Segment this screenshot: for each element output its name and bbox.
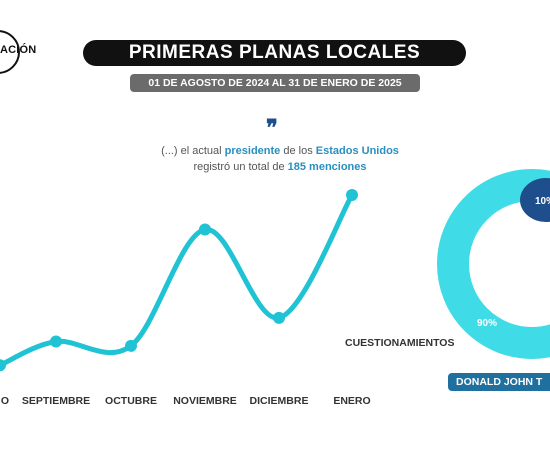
- donut-category-label: CUESTIONAMIENTOS: [345, 337, 455, 349]
- quote-part-1: (...) el actual: [161, 145, 225, 157]
- x-tick-label-septiembre: SEPTIEMBRE: [21, 395, 91, 407]
- quote-part-3: registró un total de: [193, 161, 288, 173]
- data-point-septiembre: [50, 335, 62, 348]
- data-point-enero: [346, 189, 358, 201]
- donut-slice-10: [520, 178, 550, 222]
- person-name-badge: DONALD JOHN T: [448, 373, 550, 391]
- date-range-subtitle: 01 DE AGOSTO DE 2024 AL 31 DE ENERO DE 2…: [130, 74, 420, 92]
- quote-highlight-president: presidente: [224, 145, 281, 157]
- data-point-diciembre: [273, 311, 285, 324]
- quote-part-2: de los: [280, 145, 316, 157]
- quote-highlight-mentions: 185 menciones: [287, 161, 367, 173]
- logo-text: ACIÓN: [0, 44, 37, 56]
- quote-text: (...) el actual presidente de los Estado…: [120, 143, 440, 175]
- x-tick-label-diciembre: DICIEMBRE: [249, 395, 309, 407]
- donut-label-90: 90%: [477, 318, 497, 329]
- quote-highlight-country: Estados Unidos: [315, 145, 399, 157]
- donut-label-10: 10%: [535, 196, 550, 207]
- x-tick-label-agosto: O: [0, 395, 10, 407]
- page-title: PRIMERAS PLANAS LOCALES: [83, 40, 466, 66]
- data-point-noviembre: [199, 223, 211, 236]
- x-tick-label-noviembre: NOVIEMBRE: [173, 395, 237, 407]
- data-point-octubre: [125, 339, 137, 352]
- x-tick-label-octubre: OCTUBRE: [105, 395, 157, 407]
- x-tick-label-enero: ENERO: [333, 395, 371, 407]
- data-point-agosto: [0, 359, 6, 372]
- quote-icon: ❞: [266, 115, 278, 141]
